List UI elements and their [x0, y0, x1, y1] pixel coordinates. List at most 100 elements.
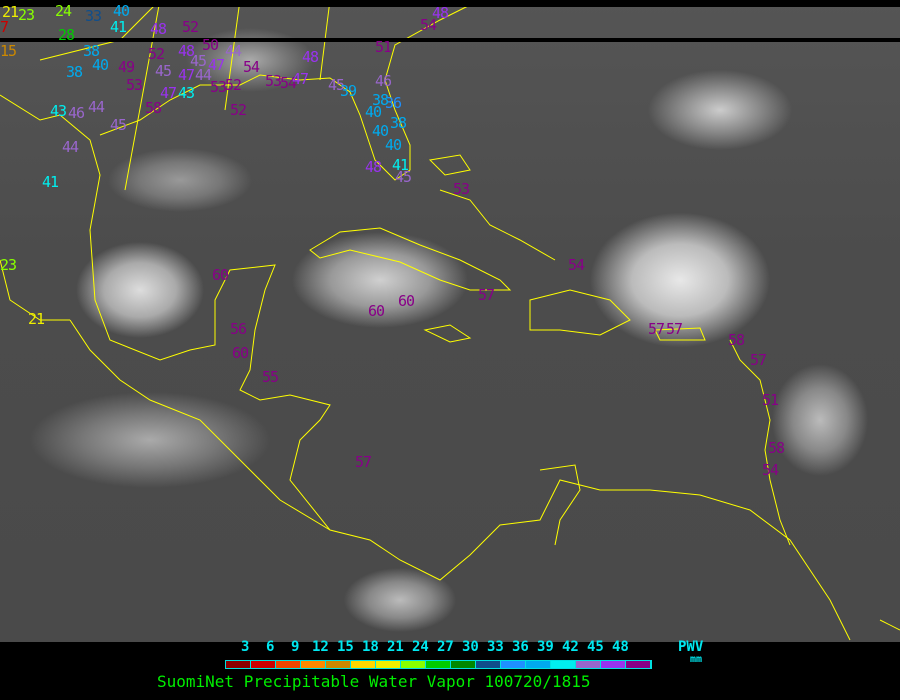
station-pwv-label: 52 [230, 101, 247, 119]
station-pwv-label: 54 [243, 58, 260, 76]
scale-swatch [476, 661, 501, 668]
legend-tick: 15 [337, 639, 354, 655]
legend-tick: 39 [537, 639, 554, 655]
station-pwv-label: 38 [83, 42, 100, 60]
station-pwv-label: 57 [750, 351, 767, 369]
station-pwv-label: 57 [648, 320, 665, 338]
color-scale-bar [225, 660, 652, 669]
station-pwv-label: 39 [340, 82, 357, 100]
coastline [654, 327, 706, 341]
station-pwv-label: 54 [762, 461, 779, 479]
station-pwv-label: 56 [230, 320, 247, 338]
coastline [423, 324, 472, 343]
legend-tick: 24 [412, 639, 429, 655]
station-pwv-label: 40 [385, 136, 402, 154]
station-pwv-label: 52 [182, 18, 199, 36]
coastline [729, 339, 791, 546]
station-pwv-label: 48 [178, 42, 195, 60]
station-pwv-label: 7 [0, 18, 9, 36]
station-pwv-label: 46 [375, 72, 392, 90]
scale-swatch [351, 661, 376, 668]
scale-swatch [576, 661, 601, 668]
state-border [124, 0, 161, 191]
legend-tick: 3 [241, 639, 250, 655]
legend-tick: 6 [266, 639, 275, 655]
scale-swatch [276, 661, 301, 668]
station-pwv-label: 21 [28, 310, 45, 328]
station-pwv-label: 23 [0, 256, 17, 274]
scale-swatch [376, 661, 401, 668]
coastline [428, 154, 471, 176]
station-pwv-label: 54 [420, 16, 437, 34]
legend: 3 6 9 12 15 18 21 24 27 30 33 36 39 42 45 48 PWV mm Suo… [0, 639, 900, 700]
station-pwv-label: 44 [195, 66, 212, 84]
station-pwv-label: 38 [66, 63, 83, 81]
station-pwv-label: 47 [292, 70, 309, 88]
station-pwv-label: 45 [395, 168, 412, 186]
legend-tick: 12 [312, 639, 329, 655]
station-pwv-label: 53 [210, 78, 227, 96]
coastline [69, 319, 331, 531]
coastline [539, 464, 581, 546]
station-pwv-label: 51 [375, 38, 392, 56]
legend-tick: 45 [587, 639, 604, 655]
station-pwv-label: 60 [232, 344, 249, 362]
station-pwv-label: 38 [372, 91, 389, 109]
station-pwv-label: 52 [225, 76, 242, 94]
coastline [0, 94, 851, 641]
station-pwv-label: 21 [2, 3, 19, 21]
scale-swatch [226, 661, 251, 668]
station-pwv-label: 40 [92, 56, 109, 74]
scan-gap-band [0, 38, 900, 42]
station-pwv-label: 24 [55, 2, 72, 20]
satellite-imagery [0, 0, 900, 642]
station-pwv-label: 41 [42, 173, 59, 191]
station-pwv-label: 57 [478, 286, 495, 304]
station-pwv-label: 48 [365, 158, 382, 176]
station-pwv-label: 41 [392, 156, 409, 174]
station-pwv-label: 58 [145, 99, 162, 117]
station-pwv-label: 47 [160, 84, 177, 102]
station-pwv-label: 54 [280, 74, 297, 92]
station-pwv-label: 50 [202, 36, 219, 54]
scale-swatch [551, 661, 576, 668]
station-pwv-label: 33 [85, 7, 102, 25]
station-pwv-label: 60 [212, 266, 229, 284]
station-pwv-label: 48 [302, 48, 319, 66]
station-pwv-label: 45 [328, 76, 345, 94]
scale-swatch [451, 661, 476, 668]
station-pwv-label: 55 [262, 368, 279, 386]
station-pwv-label: 44 [62, 138, 79, 156]
scale-swatch [501, 661, 526, 668]
station-pwv-label: 45 [155, 62, 172, 80]
legend-tick: 30 [462, 639, 479, 655]
station-pwv-label: 57 [666, 320, 683, 338]
legend-unit-label: PWV [678, 639, 704, 655]
station-pwv-label: 41 [110, 18, 127, 36]
scale-swatch [426, 661, 451, 668]
station-pwv-label: 38 [390, 114, 407, 132]
coastline [309, 227, 512, 291]
station-pwv-label: 45 [190, 52, 207, 70]
legend-tick: 36 [512, 639, 529, 655]
coastline [439, 189, 556, 261]
station-pwv-label: 23 [18, 6, 35, 24]
station-pwv-label: 47 [178, 66, 195, 84]
station-pwv-label: 60 [398, 292, 415, 310]
station-pwv-label: 46 [68, 104, 85, 122]
legend-tick: 42 [562, 639, 579, 655]
coastline [99, 4, 471, 181]
scale-swatch [326, 661, 351, 668]
station-pwv-label: 53 [453, 180, 470, 198]
station-pwv-label: 43 [50, 102, 67, 120]
legend-unit: mm [690, 654, 703, 665]
coastline [0, 259, 70, 321]
scan-gap-band [0, 0, 900, 7]
legend-tick: 27 [437, 639, 454, 655]
scale-swatch [526, 661, 551, 668]
coastlines [0, 0, 900, 641]
legend-tick: 18 [362, 639, 379, 655]
map-title: SuomiNet Precipitable Water Vapor 100720… [157, 672, 591, 691]
station-pwv-label: 53 [265, 72, 282, 90]
station-pwv-label: 45 [110, 116, 127, 134]
